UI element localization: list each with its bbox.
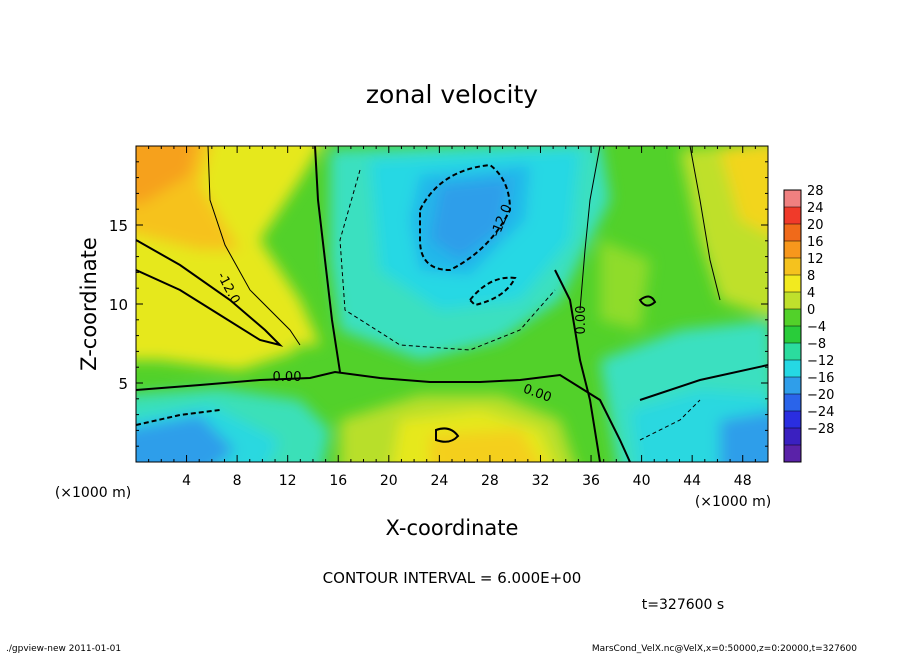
x-tick-label: 20: [380, 473, 398, 489]
colorbar-swatch: [784, 411, 801, 429]
colorbar-swatch: [784, 309, 801, 327]
colorbar-swatch: [784, 394, 801, 412]
footer-right: MarsCond_VelX.nc@VelX,x=0:50000,z=0:2000…: [592, 644, 857, 654]
colorbar-swatch: [784, 377, 801, 395]
colorbar-label: 16: [807, 235, 824, 250]
x-axis-label: X-coordinate: [386, 516, 519, 540]
x-tick-label: 24: [430, 473, 448, 489]
colorbar-label: 24: [807, 201, 824, 216]
colorbar-swatch: [784, 428, 801, 446]
colorbar-label: −20: [807, 388, 834, 403]
colorbar-swatch: [784, 224, 801, 242]
x-axis: 4 8 12 16 20 24 28 32 36 40 44 48: [148, 146, 756, 489]
x-tick-label: 12: [279, 473, 297, 489]
plot-area: [136, 146, 768, 462]
colorbar-swatch: [784, 275, 801, 293]
z-unit-label: (×1000 m): [55, 485, 131, 501]
colorbar-swatch: [784, 241, 801, 259]
x-tick-label: 8: [233, 473, 242, 489]
x-tick-label: 28: [481, 473, 499, 489]
x-tick-label: 40: [633, 473, 651, 489]
x-tick-label: 36: [582, 473, 600, 489]
x-tick-label: 4: [182, 473, 191, 489]
y-tick-label: 15: [109, 217, 128, 235]
time-label: t=327600 s: [642, 597, 724, 613]
y-axis: 5 10 15: [109, 161, 768, 447]
colorbar-label: −4: [807, 320, 826, 335]
footer-left: ./gpview-new 2011-01-01: [6, 644, 121, 654]
x-tick-label: 44: [683, 473, 701, 489]
y-tick-label: 10: [109, 296, 128, 314]
colorbar-label: 0: [807, 303, 815, 318]
colorbar-label: −16: [807, 371, 834, 386]
colorbar-swatch: [784, 326, 801, 344]
colorbar-label: 8: [807, 269, 815, 284]
colorbar-swatch: [784, 343, 801, 361]
colorbar-swatch: [784, 360, 801, 378]
colorbar-label: −12: [807, 354, 834, 369]
colorbar-label: −28: [807, 422, 834, 437]
x-tick-label: 32: [532, 473, 550, 489]
contour-label: 0.00: [574, 306, 589, 335]
x-tick-label: 48: [734, 473, 752, 489]
x-tick-label: 16: [329, 473, 347, 489]
colorbar-swatch: [784, 190, 801, 208]
colorbar-label: −8: [807, 337, 826, 352]
colorbar-label: −24: [807, 405, 834, 420]
colorbar-swatch: [784, 207, 801, 225]
contour-label: 0.00: [273, 370, 302, 385]
x-unit-label: (×1000 m): [695, 494, 771, 510]
colorbar-label: 28: [807, 184, 824, 199]
colorbar-label: 12: [807, 252, 824, 267]
colorbar-swatch: [784, 258, 801, 276]
contour-interval: CONTOUR INTERVAL = 6.000E+00: [323, 569, 582, 587]
colorbar-label: 4: [807, 286, 815, 301]
y-tick-label: 5: [118, 375, 128, 393]
y-axis-label: Z-coordinate: [77, 237, 101, 371]
colorbar-swatch: [784, 445, 801, 463]
colorbar: 28 24 20 16 12 8 4 0 −4 −8 −12 −16 −20 −24 −28: [783, 184, 834, 463]
chart-title: zonal velocity: [366, 80, 538, 109]
colorbar-swatch: [784, 292, 801, 310]
colorbar-label: 20: [807, 218, 824, 233]
